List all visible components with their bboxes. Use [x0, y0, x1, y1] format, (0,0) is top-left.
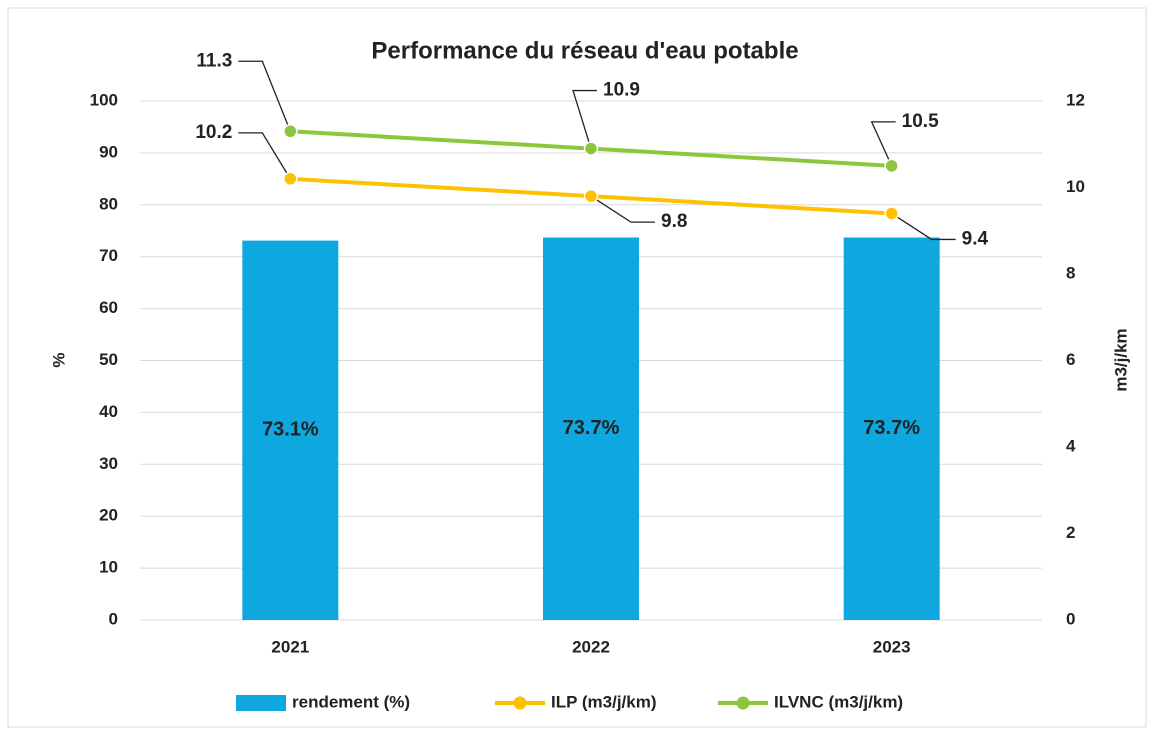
legend-swatch	[236, 695, 286, 711]
y-tick-label: 10	[99, 558, 118, 577]
legend-marker	[513, 696, 527, 710]
leader-line	[870, 121, 896, 167]
y-tick-label: 30	[99, 454, 118, 473]
data-label: 73.1%	[262, 419, 319, 441]
legend-label: rendement (%)	[292, 692, 410, 711]
line-marker	[583, 141, 599, 156]
y2-tick-label: 10	[1066, 177, 1085, 196]
y-tick-label: 50	[99, 350, 118, 369]
y2-axis-label: m3/j/km	[1111, 328, 1130, 391]
bar	[843, 237, 940, 620]
y-tick-label: 20	[99, 506, 118, 525]
legend-marker	[736, 696, 750, 710]
y-tick-label: 40	[99, 402, 118, 421]
leader-line	[238, 60, 291, 132]
y2-tick-label: 6	[1066, 350, 1075, 369]
line-marker	[884, 158, 899, 174]
line-marker	[283, 124, 298, 139]
y2-tick-label: 12	[1066, 90, 1085, 109]
chart-title: Performance du réseau d'eau potable	[371, 37, 798, 64]
leader-line	[238, 132, 291, 180]
y-axis-label: %	[49, 352, 68, 367]
line-marker	[884, 206, 899, 221]
bar	[543, 237, 639, 620]
x-tick-label: 2022	[572, 637, 610, 656]
y2-tick-label: 0	[1066, 609, 1075, 628]
y2-tick-label: 4	[1066, 436, 1076, 455]
data-label: 10.9	[603, 80, 640, 101]
data-label: 73.7%	[863, 417, 920, 439]
legend-label: ILP (m3/j/km)	[551, 692, 657, 711]
leader-line	[590, 195, 655, 223]
legend-label: ILVNC (m3/j/km)	[774, 692, 903, 711]
leader-line	[572, 89, 597, 149]
x-tick-label: 2023	[873, 637, 911, 656]
data-label: 10.2	[195, 122, 232, 143]
y-tick-label: 80	[99, 194, 118, 213]
data-label: 73.7%	[563, 417, 620, 439]
data-label: 10.5	[902, 111, 939, 132]
x-tick-label: 2021	[271, 637, 309, 656]
y2-tick-label: 2	[1066, 523, 1075, 542]
line-marker	[583, 188, 599, 204]
y-tick-label: 60	[99, 298, 118, 317]
leader-line	[891, 212, 956, 241]
bar	[242, 240, 339, 620]
data-label: 11.3	[196, 50, 232, 71]
y2-tick-label: 8	[1066, 263, 1075, 282]
y-tick-label: 90	[99, 142, 118, 161]
data-label: 9.4	[962, 228, 989, 249]
y-tick-label: 0	[109, 609, 118, 628]
line-marker	[283, 171, 298, 187]
y-tick-label: 70	[99, 246, 118, 265]
data-label: 9.8	[661, 211, 687, 232]
y-tick-label: 100	[90, 90, 118, 109]
